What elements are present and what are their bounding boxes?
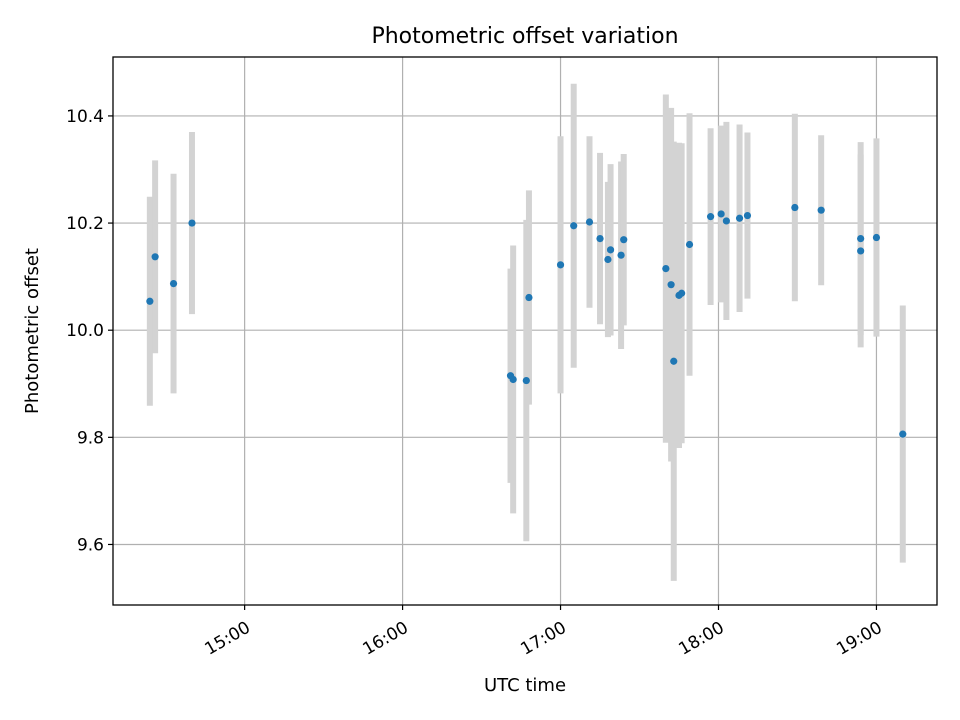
- data-point: [667, 281, 675, 289]
- data-point: [570, 222, 578, 230]
- x-tick-label: 15:00: [201, 618, 253, 660]
- data-point: [817, 206, 825, 214]
- data-point: [604, 255, 612, 264]
- data-point: [509, 375, 517, 384]
- data-point: [522, 376, 530, 385]
- y-tick-label: 10.2: [66, 214, 104, 234]
- data-point: [791, 203, 799, 212]
- data-point: [685, 240, 694, 249]
- data-point: [662, 264, 670, 273]
- data-point: [706, 213, 715, 221]
- y-tick-label: 10.0: [66, 321, 104, 341]
- data-point: [857, 234, 865, 243]
- data-point: [678, 289, 686, 297]
- data-point: [735, 214, 744, 222]
- data-point: [525, 293, 533, 302]
- error-bars: [146, 83, 906, 581]
- data-point: [670, 357, 678, 365]
- data-point: [620, 236, 628, 244]
- data-point: [899, 430, 907, 438]
- chart-title: Photometric offset variation: [371, 24, 678, 49]
- y-tick-label: 9.8: [77, 428, 104, 448]
- data-point: [146, 297, 154, 305]
- x-tick-label: 19:00: [833, 618, 885, 660]
- data-point: [556, 261, 565, 269]
- data-point: [169, 279, 178, 288]
- data-point: [585, 218, 594, 226]
- data-point: [722, 217, 730, 225]
- y-tick-label: 9.6: [77, 535, 104, 555]
- data-point: [188, 219, 196, 227]
- data-point: [717, 210, 725, 218]
- data-point: [606, 246, 615, 254]
- y-tick-label: 10.4: [66, 107, 104, 127]
- data-point: [617, 251, 625, 259]
- data-point: [857, 247, 865, 255]
- data-point: [151, 253, 159, 261]
- data-point: [743, 211, 752, 220]
- data-point: [596, 234, 604, 243]
- x-axis-label: UTC time: [484, 675, 566, 696]
- plot-frame: [112, 56, 938, 606]
- data-point: [872, 233, 881, 242]
- y-axis-label: Photometric offset: [22, 248, 43, 414]
- x-tick-label: 16:00: [359, 618, 411, 660]
- x-tick-label: 17:00: [517, 618, 569, 660]
- x-tick-label: 18:00: [675, 618, 727, 660]
- data-points: [146, 203, 907, 438]
